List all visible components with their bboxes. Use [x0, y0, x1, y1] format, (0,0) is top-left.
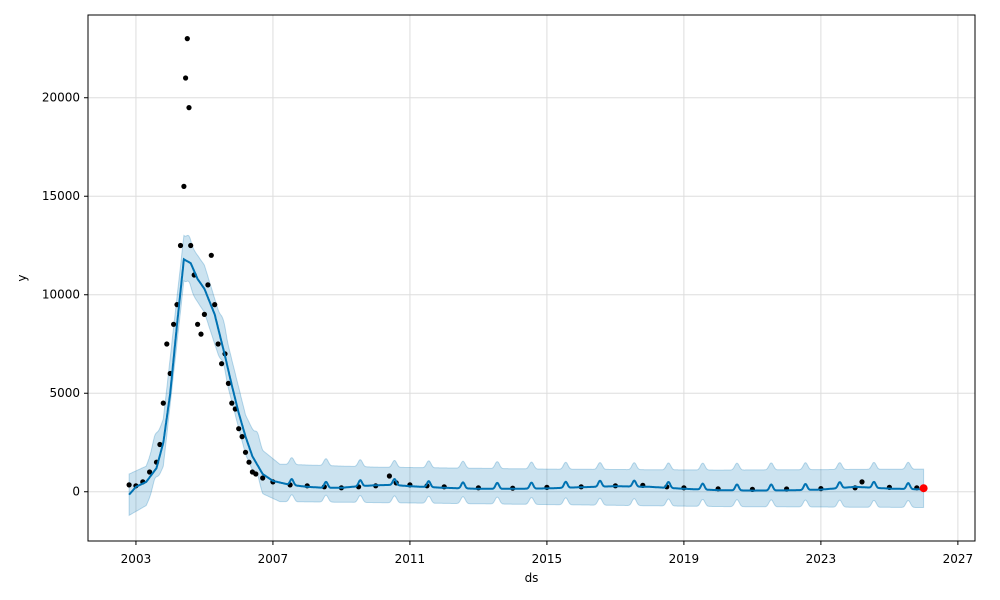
x-tick-label: 2007 [258, 552, 289, 566]
y-tick-label: 15000 [42, 189, 80, 203]
forecast-line [128, 257, 924, 496]
observed-point [253, 471, 259, 477]
observed-point [188, 242, 194, 249]
observed-point [198, 331, 204, 337]
observed-point [212, 302, 218, 308]
y-axis-label: y [15, 274, 29, 281]
x-axis-ticks: 2003 2007 2011 2015 2019 2023 2027 [121, 541, 973, 566]
observed-point [239, 434, 245, 440]
x-tick-label: 2003 [121, 552, 152, 566]
observed-point [160, 400, 166, 406]
forecast-line-path [128, 257, 924, 496]
x-tick-label: 2019 [669, 552, 700, 566]
x-tick-label: 2011 [395, 552, 426, 566]
observed-point [236, 426, 242, 432]
observed-point [225, 380, 231, 386]
x-axis-label: ds [525, 571, 539, 585]
observed-point [147, 469, 153, 475]
observed-point [246, 459, 252, 465]
observed-point [219, 361, 225, 367]
observed-point [229, 400, 235, 406]
observed-point [181, 183, 187, 189]
observed-point [205, 282, 211, 288]
observed-point [171, 321, 177, 327]
y-tick-label: 10000 [42, 288, 80, 302]
observed-point [184, 36, 190, 42]
observed-point [242, 449, 249, 455]
observed-point [164, 341, 170, 347]
x-tick-label: 2023 [806, 552, 837, 566]
observed-point [215, 341, 221, 347]
y-tick-label: 20000 [42, 91, 80, 105]
x-tick-label: 2027 [943, 552, 974, 566]
observed-point [186, 105, 192, 111]
observed-point [859, 479, 865, 485]
y-tick-label: 5000 [49, 386, 80, 400]
observed-point [201, 311, 207, 317]
observed-point [208, 252, 214, 258]
observed-point [386, 473, 392, 479]
observed-point [195, 321, 201, 327]
observed-point [260, 475, 266, 481]
plot-frame [87, 14, 976, 542]
observed-point [183, 75, 189, 81]
observed-point [177, 242, 184, 249]
observed-point [157, 441, 163, 448]
x-tick-label: 2015 [532, 552, 563, 566]
highlight-points [919, 484, 928, 493]
y-tick-label: 0 [72, 485, 80, 499]
y-axis-ticks: 0 5000 10000 15000 20000 [42, 91, 88, 499]
observed-point [126, 482, 132, 488]
grid-lines [88, 15, 975, 541]
highlight-point [919, 484, 928, 493]
